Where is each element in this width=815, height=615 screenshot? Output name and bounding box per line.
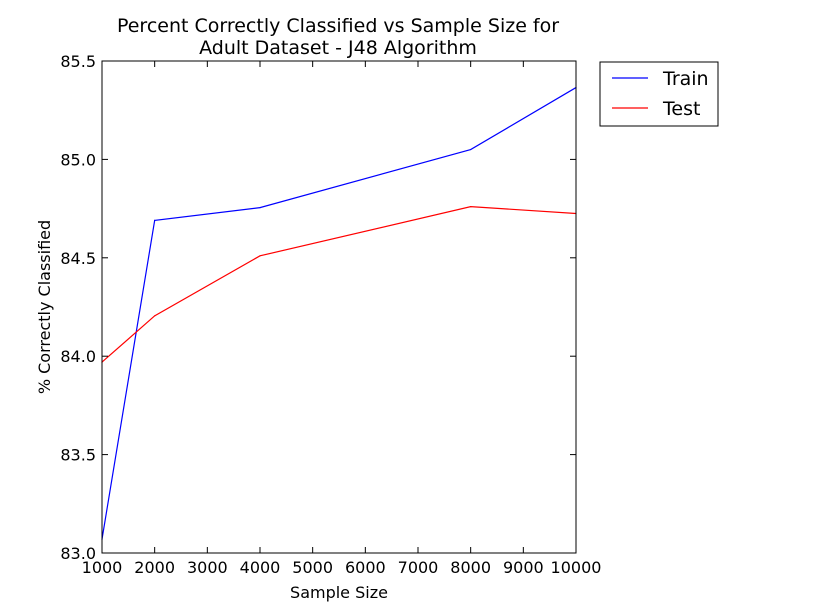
x-tick-label: 5000 xyxy=(292,558,333,577)
y-tick-label: 85.0 xyxy=(60,150,96,169)
data-point-train xyxy=(470,148,472,151)
y-tick-label: 85.5 xyxy=(60,52,96,71)
y-tick-label: 83.0 xyxy=(60,544,96,563)
series-line-test xyxy=(101,206,577,363)
y-axis-label: % Correctly Classified xyxy=(35,220,54,394)
data-point-test xyxy=(154,315,156,317)
chart-title-line-1: Percent Correctly Classified vs Sample S… xyxy=(117,15,559,37)
x-tick-label: 1000 xyxy=(82,558,123,577)
series-line-train xyxy=(101,87,577,540)
legend-label-test: Test xyxy=(662,98,700,120)
legend-frame xyxy=(599,61,719,127)
data-point-train xyxy=(259,207,261,209)
data-point-test xyxy=(470,206,472,208)
x-axis-label: Sample Size xyxy=(290,583,388,602)
x-tick-label: 2000 xyxy=(134,558,175,577)
data-point-train xyxy=(154,219,156,222)
x-tick-label: 10000 xyxy=(551,558,602,577)
data-point-test xyxy=(259,255,261,257)
chart-title-line-2: Adult Dataset - J48 Algorithm xyxy=(199,37,477,59)
legend: Train Test xyxy=(599,61,719,127)
x-tick-label: 8000 xyxy=(450,558,491,577)
x-tick-label: 9000 xyxy=(503,558,544,577)
tick-layer: 1000 2000 3000 4000 5000 6000 7000 8000 9000 1000… xyxy=(60,52,601,577)
y-tick-label: 84.5 xyxy=(60,249,96,268)
x-tick-label: 7000 xyxy=(398,558,439,577)
x-tick-label: 3000 xyxy=(187,558,228,577)
x-tick-label: 4000 xyxy=(240,558,281,577)
series-layer xyxy=(101,86,577,540)
plot-area-frame xyxy=(101,60,577,554)
y-tick-label: 83.5 xyxy=(60,446,96,465)
legend-label-train: Train xyxy=(662,68,709,90)
x-tick-label: 6000 xyxy=(345,558,386,577)
y-tick-label: 84.0 xyxy=(60,347,96,366)
chart-title: Percent Correctly Classified vs Sample S… xyxy=(117,15,559,59)
